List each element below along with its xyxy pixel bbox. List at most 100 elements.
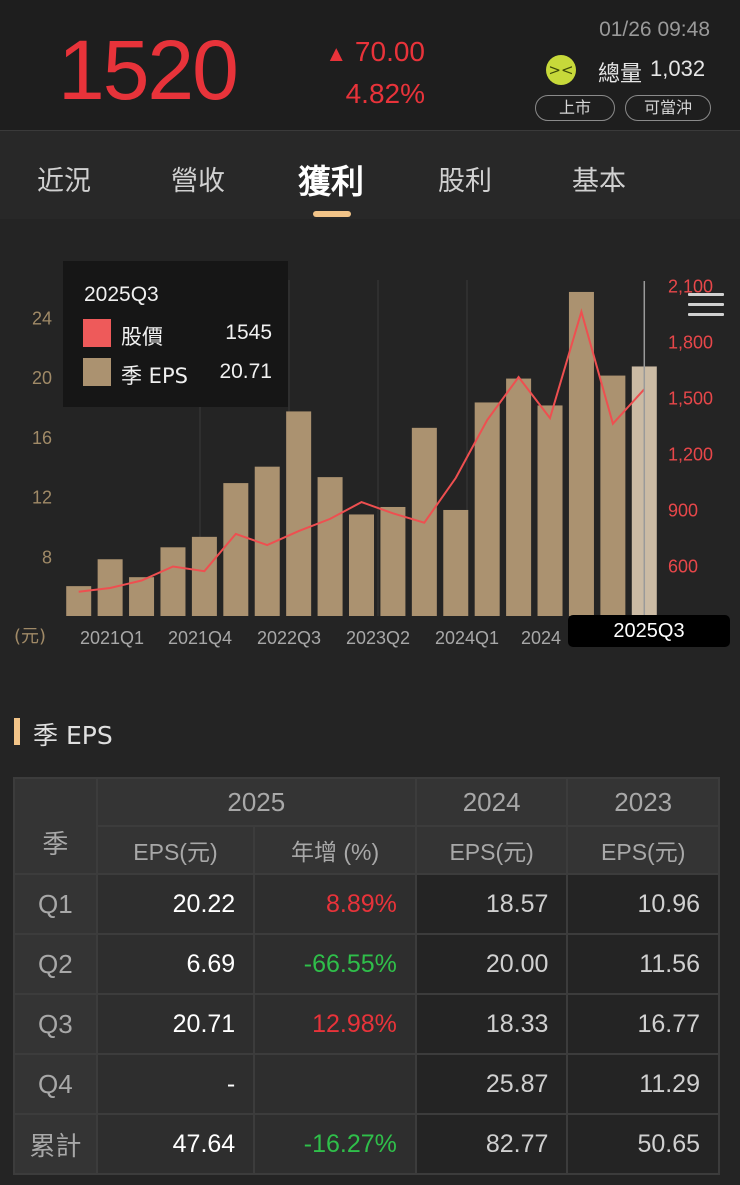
yoy-header: 年增 (%)	[253, 825, 417, 875]
change-absolute: ▲ 70.00	[325, 36, 425, 67]
yoy-cell: -16.27%	[253, 1113, 417, 1175]
yoy-cell: 12.98%	[253, 993, 417, 1055]
x-tick-label: 2023Q2	[346, 628, 410, 648]
eps-2025-cell: 20.22	[95, 873, 256, 935]
y-right-tick-label: 900	[668, 501, 698, 521]
quarter-cell: Q1	[13, 873, 98, 935]
tooltip-price-value: 1545	[225, 321, 272, 344]
eps-bar	[600, 375, 626, 616]
eps-table: 季 2025 2024 2023 EPS(元) 年增 (%) EPS(元) EP…	[13, 777, 720, 1175]
eps-bar	[380, 506, 406, 616]
tab-overview[interactable]: 近況	[37, 166, 91, 197]
y-right-tick-label: 2,100	[668, 277, 713, 297]
yoy-cell: -66.55%	[253, 933, 417, 995]
season-header: 季	[13, 777, 98, 875]
day-trade-tag: 可當沖	[625, 95, 711, 121]
table-row: Q4 - 25.87 11.29	[13, 1053, 720, 1115]
quote-header: 1520 ▲ 70.00 4.82% 01/26 09:48 >< 總量 1,0…	[0, 0, 740, 131]
price-line	[78, 308, 646, 593]
eps-2023-cell: 50.65	[566, 1113, 720, 1175]
y-right-tick-label: 1,800	[668, 333, 713, 353]
tooltip-eps-label: 季 EPS	[121, 364, 188, 388]
eps-2024-cell: 18.33	[414, 993, 569, 1055]
table-header-row: 季 2025 2024 2023	[13, 777, 720, 875]
quarter-cell: Q4	[13, 1053, 98, 1115]
eps-legend-swatch	[83, 358, 111, 386]
eps-2023-cell: 10.96	[566, 873, 720, 935]
eps-bar	[317, 477, 343, 616]
eps-bar	[568, 291, 594, 616]
eps-2025-header: EPS(元)	[95, 825, 256, 875]
volume-value: 1,032	[650, 56, 706, 81]
eps-bar	[349, 514, 374, 616]
eps-2024-cell: 18.57	[414, 873, 569, 935]
eps-bar	[191, 536, 217, 616]
price-change: ▲ 70.00 4.82%	[310, 32, 425, 114]
sentiment-face-icon[interactable]: ><	[546, 55, 576, 85]
section-title: 季 EPS	[33, 721, 113, 750]
y-left-tick-label: 8	[42, 547, 52, 567]
eps-2025-cell: 20.71	[95, 993, 256, 1055]
section-accent-bar	[14, 718, 20, 745]
eps-bar	[223, 483, 249, 616]
eps-2024-cell: 25.87	[414, 1053, 569, 1115]
x-tick-label: 2021Q1	[80, 628, 144, 648]
tab-revenue[interactable]: 營收	[171, 166, 225, 197]
table-row: Q3 20.71 12.98% 18.33 16.77	[13, 993, 720, 1055]
tab-dividend[interactable]: 股利	[438, 166, 492, 197]
y-right-tick-label: 600	[668, 557, 698, 577]
quarter-cell: 累計	[13, 1113, 98, 1175]
tab-basic[interactable]: 基本	[572, 166, 626, 197]
x-tick-label: 2024Q1	[435, 628, 499, 648]
eps-2025-cell: -	[95, 1053, 256, 1115]
eps-2024-cell: 20.00	[414, 933, 569, 995]
selected-period-label: 2025Q3	[568, 615, 730, 647]
volume-label: 總量	[598, 62, 643, 87]
y-right-tick-label: 1,200	[668, 445, 713, 465]
y-right-tick-label: 1,500	[668, 389, 713, 409]
chart-tooltip: 2025Q3 股價 1545 季 EPS 20.71	[63, 261, 288, 407]
eps-2023-cell: 11.56	[566, 933, 720, 995]
menu-icon[interactable]	[688, 293, 724, 317]
tab-profit[interactable]: 獲利	[298, 162, 364, 201]
y-left-tick-label: 12	[32, 488, 52, 508]
quote-time: 01/26 09:48	[599, 18, 710, 41]
last-price: 1520	[58, 23, 239, 117]
y-left-tick-label: 16	[32, 428, 52, 448]
change-percent: 4.82%	[345, 78, 425, 109]
eps-2024-cell: 82.77	[414, 1113, 569, 1175]
yoy-cell	[253, 1053, 417, 1115]
table-row: Q1 20.22 8.89% 18.57 10.96	[13, 873, 720, 935]
eps-bar	[537, 405, 563, 616]
eps-2023-cell: 16.77	[566, 993, 720, 1055]
eps-bar	[160, 547, 186, 616]
year-2023-header: 2023	[566, 777, 720, 827]
x-tick-label: 2024	[521, 628, 561, 648]
y-left-tick-label: 24	[32, 308, 52, 328]
price-legend-swatch	[83, 319, 111, 347]
eps-bar	[129, 577, 155, 616]
eps-2025-cell: 47.64	[95, 1113, 256, 1175]
yoy-cell: 8.89%	[253, 873, 417, 935]
x-tick-label: 2021Q4	[168, 628, 232, 648]
quarter-cell: Q2	[13, 933, 98, 995]
eps-bar	[286, 411, 312, 616]
year-2024-header: 2024	[414, 777, 569, 827]
table-row: Q2 6.69 -66.55% 20.00 11.56	[13, 933, 720, 995]
tab-bar: 近況 營收 獲利 股利 基本	[0, 131, 740, 316]
active-tab-indicator	[313, 211, 351, 217]
eps-bar	[474, 402, 500, 616]
eps-2023-header: EPS(元)	[566, 825, 720, 875]
y-left-unit-label: (元)	[14, 626, 46, 647]
table-subheader-row: EPS(元) 年增 (%) EPS(元) EPS(元)	[14, 825, 720, 875]
tooltip-price-label: 股價	[121, 325, 163, 349]
listed-tag: 上市	[535, 95, 615, 121]
table-row: 累計 47.64 -16.27% 82.77 50.65	[13, 1113, 720, 1175]
eps-bar	[506, 378, 532, 616]
eps-2025-cell: 6.69	[95, 933, 256, 995]
tooltip-period: 2025Q3	[84, 283, 159, 306]
eps-2024-header: EPS(元)	[414, 825, 569, 875]
y-left-tick-label: 20	[32, 368, 52, 388]
x-tick-label: 2022Q3	[257, 628, 321, 648]
